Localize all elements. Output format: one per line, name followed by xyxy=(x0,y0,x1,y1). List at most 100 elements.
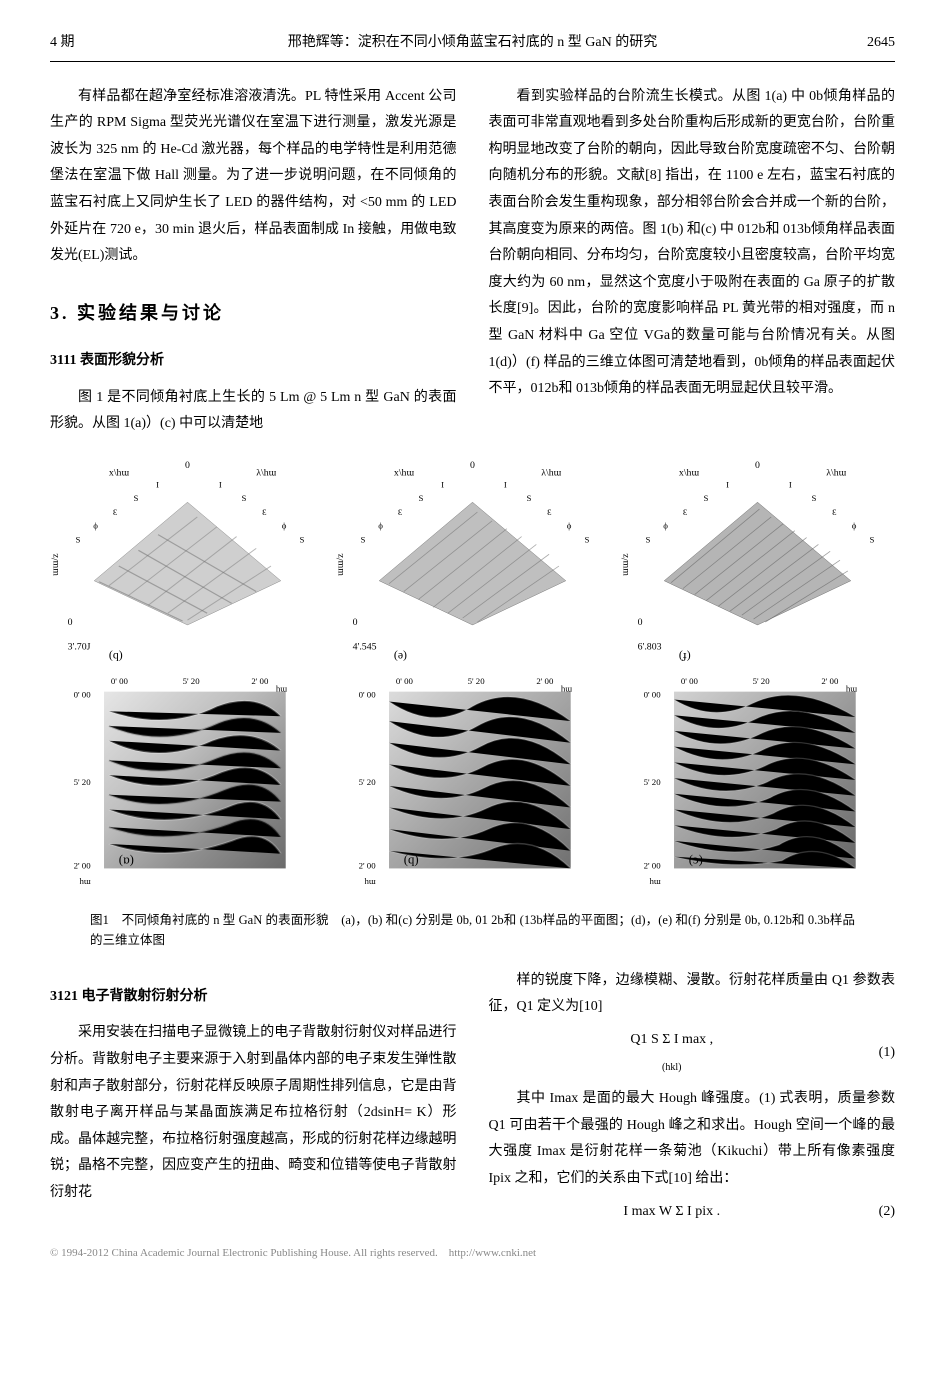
svg-text:ϕ: ϕ xyxy=(282,520,287,530)
page-header: 4 期 邢艳辉等：淀积在不同小倾角蓝宝石衬底的 n 型 GaN 的研究 2645 xyxy=(50,30,895,62)
axis-label: x\hɯ xyxy=(679,467,700,478)
equation-1: Q1 S Σ I max , (hkl) (1) xyxy=(489,1027,896,1080)
svg-text:5' 20: 5' 20 xyxy=(468,676,486,686)
svg-text:Ɛ: Ɛ xyxy=(683,507,687,517)
svg-text:hɯ: hɯ xyxy=(649,876,660,886)
svg-text:5' 20: 5' 20 xyxy=(359,777,377,787)
paragraph: 图 1 是不同倾角衬底上生长的 5 Lm @ 5 Lm n 型 GaN 的表面形… xyxy=(50,385,457,438)
svg-text:2' 00: 2' 00 xyxy=(359,860,377,870)
page-number: 2645 xyxy=(815,30,895,57)
axis-label: λ\hɯ xyxy=(256,467,276,478)
svg-text:S: S xyxy=(584,534,589,544)
paragraph: 看到实验样品的台阶流生长模式。从图 1(a) 中 0b倾角样品的表面可非常直观地… xyxy=(489,84,896,403)
axis-label: λ\hɯ xyxy=(826,467,846,478)
axis-label: x\hɯ xyxy=(394,467,415,478)
section-heading: 3. 实验结果与讨论 xyxy=(50,296,457,330)
figure-panel-d: x\hɯ λ\hɯ 0 ɯɯ/z 0 3'.70J (q) ISƐϕS ISƐϕ… xyxy=(50,458,325,664)
axis-tick: 0 xyxy=(353,617,358,628)
svg-text:S: S xyxy=(869,534,874,544)
svg-text:S: S xyxy=(361,534,366,544)
equation-number: (1) xyxy=(855,1040,895,1067)
panel-label: (ɒ) xyxy=(119,852,134,866)
svg-text:0' 00: 0' 00 xyxy=(74,690,92,700)
paragraph: 其中 Imax 是面的最大 Hough 峰强度。(1) 式表明，质量参数 Q1 … xyxy=(489,1086,896,1192)
svg-text:ϕ: ϕ xyxy=(663,520,668,530)
svg-text:0' 00: 0' 00 xyxy=(644,690,662,700)
svg-text:5' 20: 5' 20 xyxy=(753,676,771,686)
svg-text:S: S xyxy=(133,493,138,503)
svg-text:ϕ: ϕ xyxy=(93,520,98,530)
svg-text:S: S xyxy=(527,493,532,503)
equation-body: Q1 S Σ I max , (hkl) xyxy=(489,1027,856,1080)
axis-label: ɯɯ/z xyxy=(335,553,346,576)
figure-panel-c: 0' 00 5' 20 2' 00 hɯ xyxy=(620,672,895,898)
issue-label: 4 期 xyxy=(50,30,130,57)
running-title: 邢艳辉等：淀积在不同小倾角蓝宝石衬底的 n 型 GaN 的研究 xyxy=(130,30,815,57)
lower-text-columns: 3121 电子背散射衍射分析 采用安装在扫描电子显微镜上的电子背散射衍射仪对样品… xyxy=(50,968,895,1225)
equation-subscript: (hkl) xyxy=(662,1062,681,1073)
panel-label: (ɔ) xyxy=(689,852,703,866)
svg-text:S: S xyxy=(418,493,423,503)
svg-text:Ɛ: Ɛ xyxy=(398,507,402,517)
svg-text:hɯ: hɯ xyxy=(79,876,90,886)
equation-2: I max W Σ I pix . (2) xyxy=(489,1199,896,1226)
svg-text:I: I xyxy=(441,479,444,489)
axis-tick: 0 xyxy=(185,460,190,471)
svg-text:2' 00: 2' 00 xyxy=(536,676,554,686)
axis-label: x\hɯ xyxy=(109,467,130,478)
svg-text:Ɛ: Ɛ xyxy=(547,507,551,517)
figure-row-3d: x\hɯ λ\hɯ 0 ɯɯ/z 0 3'.70J (q) I S Ɛϕ S I S Ɛϕ… xyxy=(50,458,895,664)
figure-panel-e: x\hɯ λ\hɯ 0 ɯɯ/z 0 4'.545 (ǝ) ISƐϕS ISƐϕ… xyxy=(335,458,610,664)
axis-tick: 0 xyxy=(755,460,760,471)
paragraph: 采用安装在扫描电子显微镜上的电子背散射衍射仪对样品进行分析。背散射电子主要来源于… xyxy=(50,1020,457,1206)
svg-text:0' 00: 0' 00 xyxy=(111,676,129,686)
axis-tick: 0 xyxy=(470,460,475,471)
svg-text:S: S xyxy=(703,493,708,503)
svg-text:S: S xyxy=(76,534,81,544)
svg-text:hɯ: hɯ xyxy=(364,876,375,886)
axis-label: ɯɯ/z xyxy=(50,553,61,576)
panel-label: (q) xyxy=(404,852,419,866)
panel-label: (q) xyxy=(109,648,123,661)
z-max: 3'.70J xyxy=(68,641,91,652)
svg-text:ϕ: ϕ xyxy=(378,520,383,530)
paragraph: 有样品都在超净室经标准溶液清洗。PL 特性采用 Accent 公司生产的 RPM… xyxy=(50,84,457,270)
svg-text:ϕ: ϕ xyxy=(567,520,572,530)
svg-text:0' 00: 0' 00 xyxy=(396,676,414,686)
figure-row-afm: 0' 00 5' 20 2' 00 hɯ xyxy=(50,672,895,898)
figure-1: x\hɯ λ\hɯ 0 ɯɯ/z 0 3'.70J (q) I S Ɛϕ S I S Ɛϕ… xyxy=(50,458,895,950)
svg-text:S: S xyxy=(242,493,247,503)
equation-text: Q1 S Σ I max , xyxy=(630,1032,713,1047)
figure-caption: 图1 不同倾角衬底的 n 型 GaN 的表面形貌 (a)，(b) 和(c) 分别… xyxy=(90,910,855,950)
upper-text-columns: 有样品都在超净室经标准溶液清洗。PL 特性采用 Accent 公司生产的 RPM… xyxy=(50,84,895,438)
equation-number: (2) xyxy=(855,1199,895,1226)
svg-text:Ɛ: Ɛ xyxy=(113,507,117,517)
svg-text:I: I xyxy=(156,479,159,489)
panel-label: (ɟ) xyxy=(679,648,691,661)
equation-body: I max W Σ I pix . xyxy=(489,1199,856,1226)
svg-text:S: S xyxy=(299,534,304,544)
svg-text:5' 20: 5' 20 xyxy=(183,676,201,686)
svg-text:5' 20: 5' 20 xyxy=(644,777,662,787)
figure-panel-f: x\hɯ λ\hɯ 0 ɯɯ/z 0 6'.803 (ɟ) ISƐϕS ISƐϕ… xyxy=(620,458,895,664)
axis-tick: 0 xyxy=(68,617,73,628)
svg-text:I: I xyxy=(504,479,507,489)
svg-text:I: I xyxy=(789,479,792,489)
svg-text:S: S xyxy=(812,493,817,503)
subsection-heading: 3111 表面形貌分析 xyxy=(50,348,457,375)
axis-tick: 0 xyxy=(638,617,643,628)
svg-text:2' 00: 2' 00 xyxy=(644,860,662,870)
paragraph: 样的锐度下降，边缘模糊、漫散。衍射花样质量由 Q1 参数表征，Q1 定义为[10… xyxy=(489,968,896,1021)
svg-text:2' 00: 2' 00 xyxy=(74,860,92,870)
panel-label: (ǝ) xyxy=(394,648,407,661)
axis-label: ɯɯ/z xyxy=(620,553,631,576)
svg-text:5' 20: 5' 20 xyxy=(74,777,92,787)
svg-text:0' 00: 0' 00 xyxy=(359,690,377,700)
z-max: 4'.545 xyxy=(353,641,377,652)
svg-text:0' 00: 0' 00 xyxy=(681,676,699,686)
figure-panel-b: 0' 00 5' 20 2' 00 hɯ xyxy=(335,672,610,898)
svg-text:ϕ: ϕ xyxy=(852,520,857,530)
copyright-footer: © 1994-2012 China Academic Journal Elect… xyxy=(50,1243,895,1264)
svg-text:2' 00: 2' 00 xyxy=(821,676,839,686)
svg-text:Ɛ: Ɛ xyxy=(832,507,836,517)
